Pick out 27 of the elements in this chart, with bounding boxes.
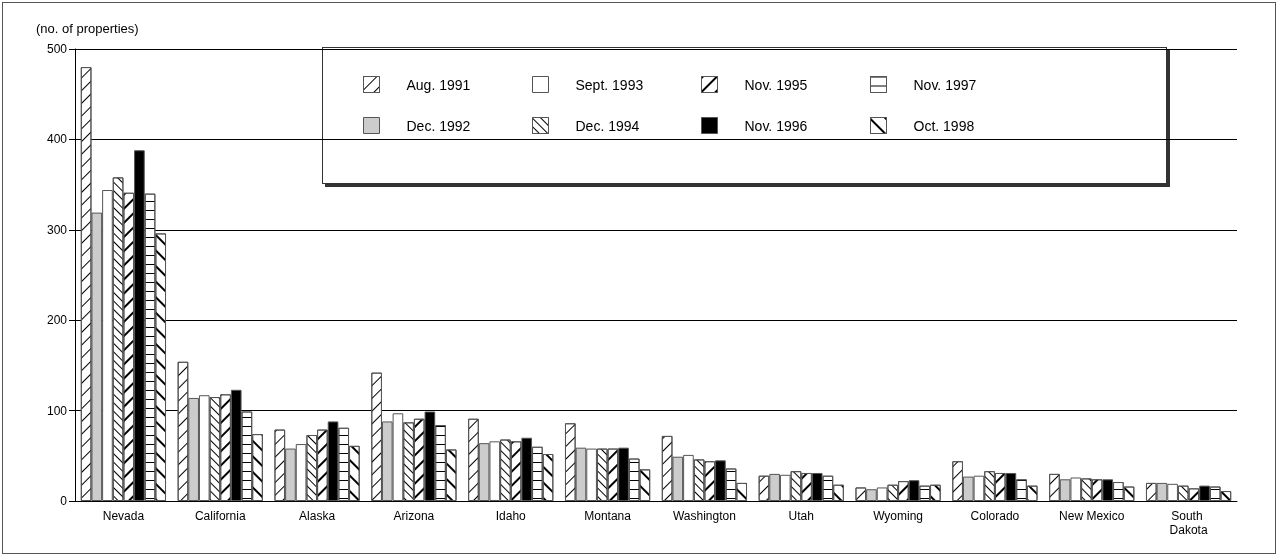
y-tick-label: 200	[46, 313, 68, 328]
y-axis-title: (no. of properties)	[36, 21, 139, 36]
y-tick-label: 100	[46, 403, 68, 418]
legend-label: Nov. 1996	[744, 117, 808, 134]
x-tick-label: Utah	[788, 509, 814, 523]
legend-label: Nov. 1997	[913, 76, 977, 93]
y-tick-label: 400	[46, 132, 68, 147]
y-tick-label: 0	[60, 494, 68, 508]
x-tick-label: Arizona	[393, 509, 435, 523]
legend-label: Oct. 1998	[913, 117, 975, 134]
legend-label: Dec. 1994	[575, 117, 640, 134]
x-tick-label: Wyoming	[873, 509, 924, 523]
x-tick-label: California	[194, 509, 246, 523]
legend-label: Aug. 1991	[406, 76, 471, 93]
x-tick-label: Washington	[672, 509, 736, 523]
y-tick-label: 300	[46, 222, 68, 237]
legend-label: Sept. 1993	[575, 76, 644, 93]
legend-label: Nov. 1995	[744, 76, 808, 93]
legend-label: Dec. 1992	[406, 117, 471, 134]
x-tick-label: New Mexico	[1059, 509, 1125, 523]
x-tick-label: Montana	[584, 509, 632, 523]
x-tick-label: Alaska	[299, 509, 336, 523]
x-tick-label: South Dakota	[1169, 509, 1208, 537]
y-tick-label: 500	[46, 42, 68, 56]
x-tick-label: Idaho	[495, 509, 527, 523]
x-tick-label: Colorado	[970, 509, 1020, 523]
x-tick-label: Nevada	[102, 509, 145, 523]
